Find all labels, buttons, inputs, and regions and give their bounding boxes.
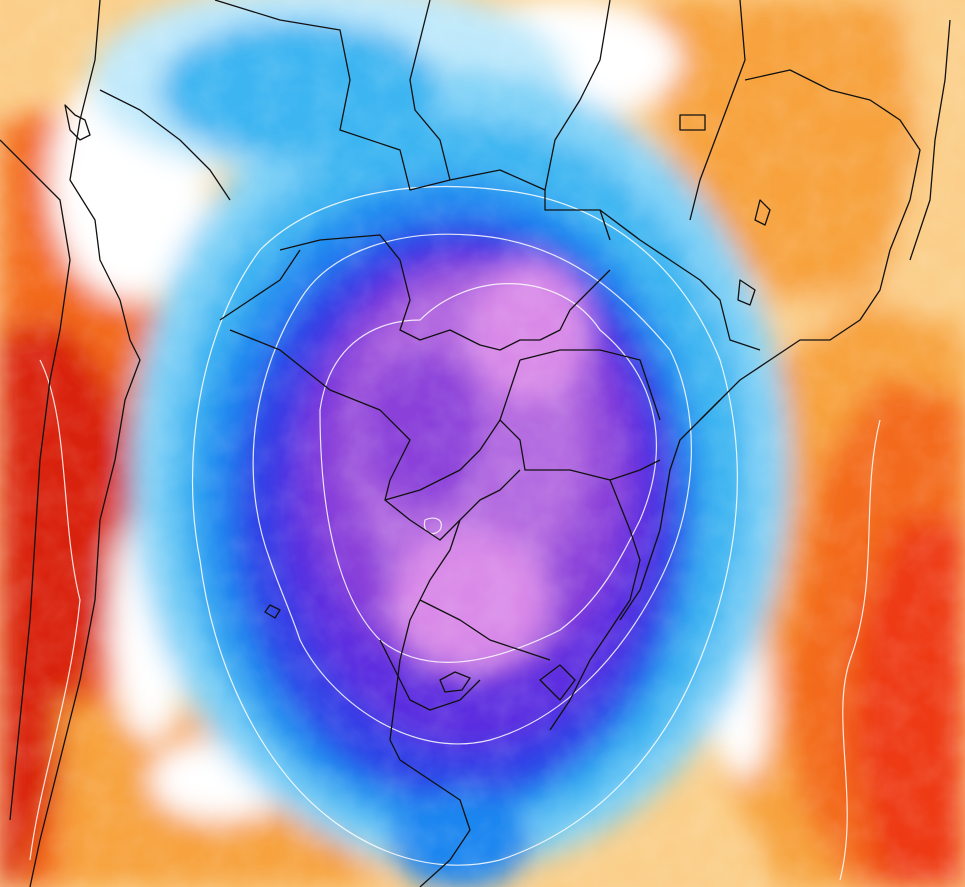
isotherm-west — [29, 359, 81, 861]
rio-de-la-plata-coast — [399, 759, 471, 887]
entre-rios-border — [379, 639, 481, 711]
lake-titicaca — [64, 104, 91, 141]
parana-border — [519, 349, 661, 421]
lagoon-1 — [439, 671, 471, 693]
paraguay-brazil-border — [279, 234, 611, 351]
isotherm-contours — [29, 186, 881, 881]
reservoir-1 — [754, 199, 771, 226]
federal-district-border — [679, 114, 706, 131]
isotherm-outer — [191, 186, 739, 866]
atlantic-coastline — [619, 399, 721, 621]
state-border-1 — [599, 209, 761, 351]
lagoon-2 — [539, 664, 576, 701]
north-central-border — [409, 0, 451, 181]
andes-border — [29, 0, 141, 887]
isotherm-inner — [319, 283, 657, 663]
bolivia-argentina-border — [219, 249, 301, 321]
rio-grande-coast — [549, 479, 641, 731]
santa-catarina-border — [499, 419, 661, 481]
reservoir-2 — [737, 279, 756, 306]
west-coastline — [0, 139, 71, 821]
uruguay-brazil-border — [419, 599, 551, 661]
isotherm-pocket — [423, 517, 442, 535]
isotherm-east — [839, 419, 881, 881]
bolivia-brazil-border — [544, 0, 611, 191]
uruguay-river-border — [389, 519, 461, 761]
small-lake — [264, 604, 281, 619]
isotherm-middle — [252, 233, 692, 745]
southeast-brazil-coast-border — [699, 69, 921, 421]
northwest-border — [99, 89, 231, 201]
east-coastline — [909, 19, 951, 261]
northern-border — [214, 0, 611, 241]
east-central-border — [689, 0, 746, 221]
